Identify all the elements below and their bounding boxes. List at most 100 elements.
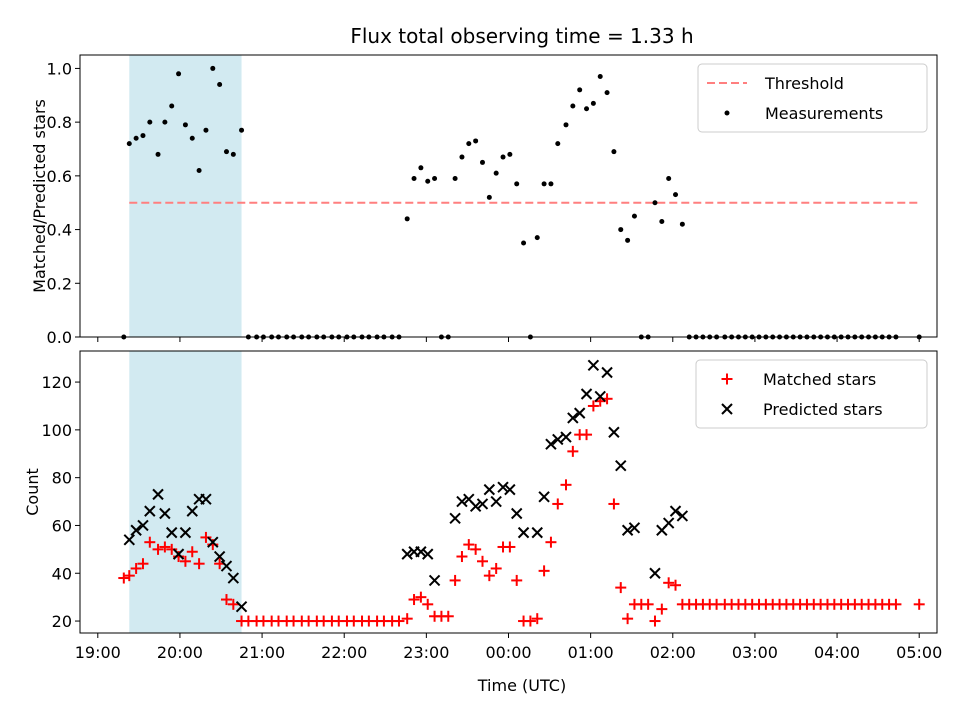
measurement-point <box>611 149 617 155</box>
matched-point <box>890 598 902 610</box>
measurement-point <box>432 176 438 182</box>
matched-point <box>608 498 620 510</box>
bottom-legend: Matched stars Predicted stars <box>695 359 928 429</box>
matched-point <box>490 562 502 574</box>
matched-point <box>179 555 191 567</box>
matched-point <box>524 615 536 627</box>
matched-point <box>123 570 135 582</box>
bottom-y-tick-label: 100 <box>41 421 72 440</box>
measurement-point <box>514 181 520 187</box>
predicted-point <box>517 526 530 539</box>
measurement-point <box>541 181 547 187</box>
predicted-point <box>483 483 496 496</box>
predicted-point <box>587 359 600 372</box>
top-panel: Flux total observing time = 1.33 h Match… <box>30 24 938 347</box>
predicted-point <box>560 431 572 443</box>
matched-point <box>552 498 564 510</box>
predicted-point <box>456 495 468 508</box>
matched-point <box>913 598 925 610</box>
predicted-point <box>594 390 606 403</box>
predicted-point <box>159 507 171 520</box>
measurement-point <box>176 71 182 77</box>
measurement-point <box>521 240 527 246</box>
measurement-point <box>404 216 410 222</box>
matched-point <box>463 539 475 551</box>
measurement-point <box>631 213 637 219</box>
matched-point <box>415 591 427 603</box>
predicted-point <box>220 560 233 572</box>
measurement-point <box>577 87 583 93</box>
measurement-point <box>500 154 506 160</box>
top-y-tick-label: 0.2 <box>47 274 72 293</box>
matched-point <box>560 479 572 491</box>
predicted-point <box>144 505 156 517</box>
top-chart-title: Flux total observing time = 1.33 h <box>350 24 693 48</box>
predicted-point <box>601 366 613 379</box>
predicted-point <box>137 519 149 532</box>
predicted-point <box>130 524 142 536</box>
measurement-point <box>466 141 472 147</box>
predicted-point <box>200 493 212 505</box>
measurement-point <box>189 135 195 141</box>
predicted-point <box>538 491 550 503</box>
legend-predicted-marker <box>721 403 733 415</box>
matched-point <box>401 613 413 625</box>
predicted-point <box>676 510 689 522</box>
matched-point <box>531 613 543 625</box>
matched-point <box>476 555 488 567</box>
measurement-point <box>666 176 672 182</box>
matched-point <box>220 594 232 606</box>
matched-point <box>449 574 461 586</box>
measurement-point <box>133 135 139 141</box>
measurement-point <box>679 221 685 227</box>
matched-point <box>504 541 516 553</box>
predicted-point <box>415 546 427 558</box>
measurement-point <box>425 178 431 184</box>
legend-matched-marker <box>721 373 733 385</box>
measurement-point <box>147 119 153 125</box>
measurement-point <box>239 127 245 133</box>
predicted-point <box>615 460 627 472</box>
bottom-y-tick-label: 80 <box>52 469 72 488</box>
measurement-point <box>223 149 229 155</box>
measurement-point <box>597 73 603 79</box>
measurement-point <box>418 165 424 171</box>
predicted-point <box>608 426 620 438</box>
matched-point <box>442 610 454 622</box>
legend-measurements-label: Measurements <box>765 104 883 123</box>
matched-point <box>470 543 482 555</box>
matched-point <box>670 579 682 591</box>
matched-point <box>227 598 239 610</box>
top-highlight-span <box>129 55 242 337</box>
x-tick-label: 21:00 <box>239 643 285 662</box>
matched-point <box>538 565 550 577</box>
x-tick-label: 19:00 <box>75 643 121 662</box>
predicted-point <box>186 505 198 517</box>
matched-point <box>567 445 579 457</box>
measurement-point <box>652 200 658 206</box>
predicted-point <box>166 526 178 539</box>
predicted-point <box>669 505 682 517</box>
bottom-legend-box <box>695 359 928 429</box>
predicted-point <box>531 526 543 539</box>
measurement-point <box>217 82 223 88</box>
predicted-point <box>573 407 586 419</box>
matched-point <box>663 577 675 589</box>
matched-point <box>615 582 627 594</box>
x-tick-label: 02:00 <box>650 643 696 662</box>
predicted-point <box>152 488 164 501</box>
measurement-point <box>548 181 554 187</box>
predicted-point <box>504 483 516 496</box>
measurement-point <box>604 90 610 96</box>
x-tick-label: 04:00 <box>814 643 860 662</box>
bottom-y-tick-label: 20 <box>52 612 72 631</box>
measurement-point <box>203 127 209 133</box>
measurement-point <box>479 159 485 165</box>
predicted-point <box>213 550 226 563</box>
x-tick-label: 20:00 <box>157 643 203 662</box>
top-legend: Threshold Measurements <box>697 63 928 133</box>
matched-point <box>422 598 434 610</box>
matched-point <box>144 536 156 548</box>
matched-point <box>649 615 661 627</box>
